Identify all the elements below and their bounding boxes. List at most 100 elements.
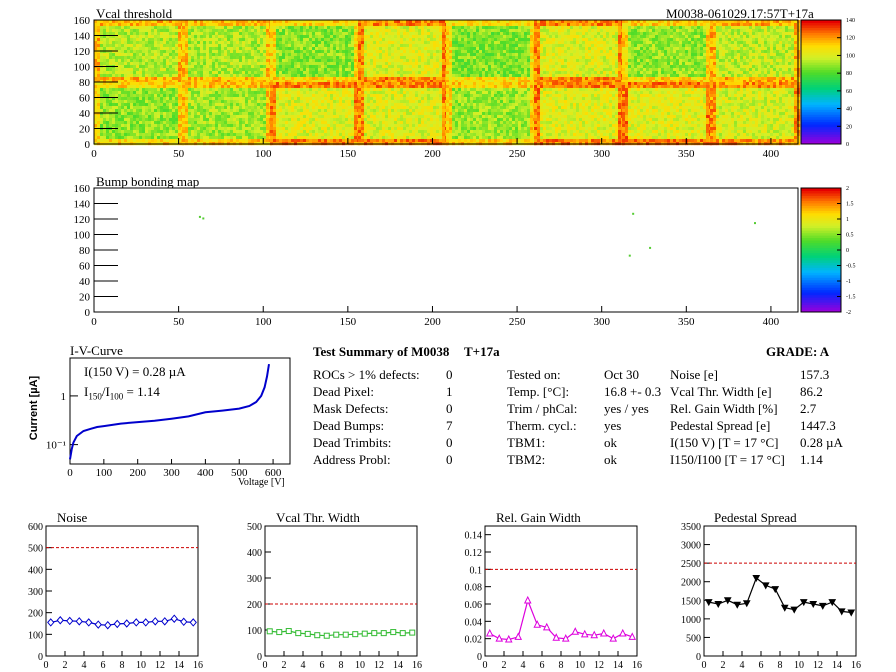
heatmap-cell	[379, 41, 383, 45]
heatmap-cell	[582, 44, 586, 48]
heatmap-cell	[713, 23, 717, 27]
heatmap-cell	[394, 53, 398, 57]
heatmap-cell	[212, 59, 216, 63]
heatmap-cell	[312, 80, 316, 84]
heatmap-cell	[758, 38, 762, 42]
heatmap-cell	[403, 32, 407, 36]
heatmap-cell	[303, 26, 307, 30]
heatmap-cell	[282, 23, 286, 27]
heatmap-cell	[106, 77, 110, 81]
heatmap-cell	[345, 74, 349, 78]
heatmap-cell	[112, 62, 116, 66]
heatmap-cell	[688, 80, 692, 84]
heatmap-cell	[257, 23, 261, 27]
heatmap-cell	[615, 38, 619, 42]
heatmap-cell	[160, 41, 164, 45]
heatmap-cell	[594, 50, 598, 54]
heatmap-cell	[476, 23, 480, 27]
heatmap-cell	[588, 56, 592, 60]
heatmap-cell	[479, 38, 483, 42]
heatmap-cell	[169, 68, 173, 72]
heatmap-cell	[276, 41, 280, 45]
heatmap-cell	[394, 56, 398, 60]
heatmap-cell	[391, 26, 395, 30]
heatmap-cell	[543, 23, 547, 27]
heatmap-cell	[100, 68, 104, 72]
heatmap-cell	[294, 29, 298, 33]
heatmap-cell	[178, 32, 182, 36]
heatmap-cell	[606, 50, 610, 54]
heatmap-cell	[351, 77, 355, 81]
heatmap-cell	[230, 44, 234, 48]
heatmap-cell	[209, 20, 213, 24]
heatmap-cell	[682, 26, 686, 30]
heatmap-cell	[257, 56, 261, 60]
heatmap-cell	[679, 26, 683, 30]
heatmap-cell	[306, 38, 310, 42]
heatmap-cell	[415, 38, 419, 42]
heatmap-cell	[188, 20, 192, 24]
heatmap-cell	[716, 56, 720, 60]
heatmap-cell	[279, 23, 283, 27]
heatmap-cell	[534, 20, 538, 24]
heatmap-cell	[534, 74, 538, 78]
heatmap-cell	[224, 71, 228, 75]
heatmap-cell	[245, 26, 249, 30]
heatmap-cell	[494, 80, 498, 84]
heatmap-cell	[455, 74, 459, 78]
heatmap-cell	[585, 74, 589, 78]
heatmap-cell	[112, 74, 116, 78]
heatmap-cell	[546, 59, 550, 63]
heatmap-cell	[534, 71, 538, 75]
heatmap-cell	[403, 23, 407, 27]
heatmap-cell	[327, 44, 331, 48]
heatmap-cell	[436, 80, 440, 84]
heatmap-cell	[385, 77, 389, 81]
heatmap-cell	[333, 77, 337, 81]
heatmap-cell	[543, 20, 547, 24]
heatmap-cell	[600, 29, 604, 33]
heatmap-cell	[236, 77, 240, 81]
heatmap-cell	[470, 68, 474, 72]
heatmap-cell	[782, 50, 786, 54]
heatmap-cell	[552, 50, 556, 54]
heatmap-cell	[782, 65, 786, 69]
heatmap-cell	[761, 50, 765, 54]
heatmap-cell	[233, 50, 237, 54]
heatmap-cell	[494, 47, 498, 51]
heatmap-cell	[163, 71, 167, 75]
heatmap-cell	[473, 80, 477, 84]
heatmap-cell	[400, 41, 404, 45]
heatmap-cell	[236, 38, 240, 42]
heatmap-cell	[318, 59, 322, 63]
heatmap-cell	[740, 35, 744, 39]
heatmap-cell	[130, 62, 134, 66]
heatmap-cell	[130, 71, 134, 75]
heatmap-cell	[385, 20, 389, 24]
heatmap-cell	[112, 26, 116, 30]
heatmap-cell	[509, 47, 513, 51]
heatmap-cell	[524, 47, 528, 51]
heatmap-cell	[452, 41, 456, 45]
heatmap-cell	[564, 26, 568, 30]
heatmap-cell	[242, 59, 246, 63]
heatmap-cell	[336, 80, 340, 84]
heatmap-cell	[670, 53, 674, 57]
heatmap-cell	[354, 29, 358, 33]
heatmap-cell	[640, 56, 644, 60]
heatmap-cell	[509, 77, 513, 81]
heatmap-cell	[157, 26, 161, 30]
heatmap-cell	[467, 23, 471, 27]
heatmap-cell	[297, 23, 301, 27]
heatmap-cell	[682, 23, 686, 27]
heatmap-cell	[622, 23, 626, 27]
heatmap-cell	[667, 41, 671, 45]
heatmap-cell	[455, 62, 459, 66]
heatmap-cell	[388, 35, 392, 39]
heatmap-cell	[537, 47, 541, 51]
heatmap-cell	[567, 50, 571, 54]
heatmap-cell	[364, 53, 368, 57]
heatmap-cell	[442, 20, 446, 24]
heatmap-cell	[233, 56, 237, 60]
heatmap-cell	[455, 50, 459, 54]
